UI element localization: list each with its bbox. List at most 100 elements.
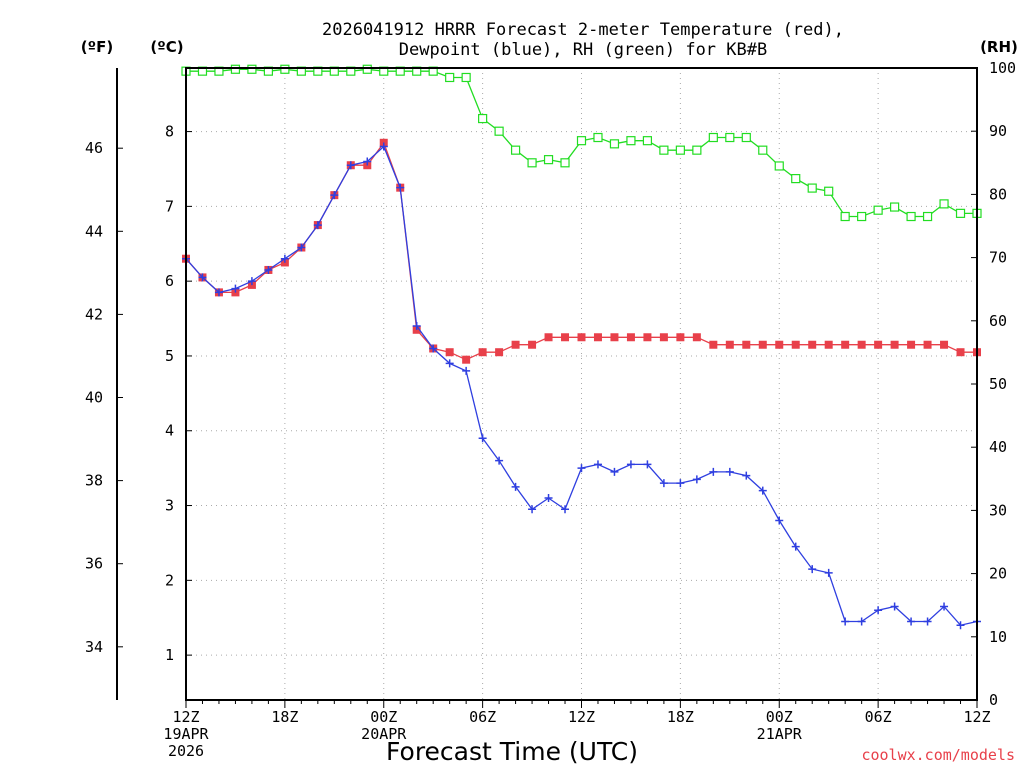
fahrenheit-tick-label: 42 (85, 305, 103, 323)
rh-point (609, 139, 620, 149)
rh-point (659, 145, 669, 155)
celsius-tick-label: 8 (165, 123, 174, 141)
fahrenheit-tick-label: 38 (85, 472, 103, 490)
dewpoint-point (758, 486, 767, 495)
x-tick-label: 2026 (168, 742, 204, 760)
rh-point (461, 72, 471, 83)
dewpoint-point (808, 565, 817, 574)
x-tick-label: 00Z (766, 708, 793, 726)
dewpoint-point (478, 434, 487, 443)
celsius-tick-label: 6 (165, 272, 174, 290)
rh-point (576, 136, 587, 146)
dewpoint-point (676, 479, 685, 488)
dewpoint-point (412, 322, 421, 331)
rh-point (560, 158, 570, 168)
dewpoint-point (824, 568, 833, 577)
dewpoint-point (462, 366, 471, 375)
rh-point (758, 145, 768, 155)
temperature-point (857, 340, 866, 349)
temperature-point (890, 340, 899, 349)
rh-point (543, 155, 554, 165)
temperature-point (478, 348, 487, 357)
rh-tick-label: 70 (989, 249, 1007, 267)
rh-point (626, 136, 636, 146)
rh-point (725, 132, 735, 143)
temperature-point (841, 340, 850, 349)
dewpoint-point (610, 467, 619, 476)
dewpoint-point (956, 621, 965, 630)
celsius-tick-label: 1 (165, 646, 174, 664)
dewpoint-point (396, 183, 405, 192)
dewpoint-point (577, 464, 586, 473)
temperature-point (692, 333, 701, 342)
rh-tick-label: 30 (989, 501, 1007, 519)
x-tick-label: 00Z (370, 708, 397, 726)
dewpoint-point (264, 265, 273, 274)
temperature-point (495, 348, 504, 357)
chart-subtitle: Dewpoint (blue), RH (green) for KB#B (399, 40, 767, 60)
x-tick-label: 12Z (568, 708, 595, 726)
dewpoint-point (511, 482, 520, 491)
rh-point (906, 211, 916, 222)
temperature-point (561, 333, 570, 342)
dewpoint-point (791, 542, 800, 551)
temperature-point (791, 340, 800, 349)
x-tick-label: 21APR (757, 725, 803, 743)
rh-tick-label: 90 (989, 122, 1007, 140)
rh-point (741, 132, 751, 143)
dewpoint-point (775, 516, 784, 525)
rh-tick-label: 80 (989, 185, 1007, 203)
temperature-point (824, 340, 833, 349)
rh-point (807, 183, 817, 193)
fahrenheit-tick-label: 40 (85, 389, 103, 407)
fahrenheit-unit-label: (ºF) (81, 38, 113, 56)
temperature-point (725, 340, 734, 349)
rh-tick-label: 20 (989, 565, 1007, 583)
celsius-unit-label: (ºC) (150, 38, 183, 56)
dewpoint-point (857, 617, 866, 626)
rh-point (494, 126, 504, 136)
rh-point (445, 72, 455, 83)
temperature-point (676, 333, 685, 342)
temperature-point (528, 340, 537, 349)
rh-point (890, 202, 900, 212)
dewpoint-point (659, 479, 668, 488)
rh-point (824, 186, 834, 196)
x-tick-label: 06Z (469, 708, 496, 726)
rh-point (692, 145, 702, 155)
axes: 3436384042444612345678010203040506070809… (85, 59, 1016, 760)
dewpoint-point (495, 456, 504, 465)
x-axis-label: Forecast Time (UTC) (386, 737, 638, 766)
celsius-tick-label: 7 (165, 197, 174, 215)
dewpoint-point (445, 359, 454, 368)
rh-tick-label: 50 (989, 375, 1007, 393)
dewpoint-point (528, 505, 537, 514)
rh-point (873, 205, 883, 215)
temperature-point (643, 333, 652, 342)
dewpoint-point (247, 277, 256, 286)
temperature-point (659, 333, 668, 342)
celsius-tick-label: 4 (165, 422, 174, 440)
temperature-point (445, 348, 454, 357)
dewpoint-point (379, 142, 388, 151)
x-tick-label: 12Z (963, 708, 990, 726)
temperature-point (544, 333, 553, 342)
temperature-point (874, 340, 883, 349)
rh-point (280, 64, 290, 74)
dewpoint-point (692, 475, 701, 484)
rh-point (939, 199, 949, 209)
dewpoint-point (313, 221, 322, 230)
rh-tick-label: 10 (989, 628, 1007, 646)
rh-point (857, 211, 867, 222)
credit-text: coolwx.com/models (861, 746, 1015, 764)
series-layer (181, 64, 982, 630)
temperature-point (907, 340, 916, 349)
temperature-point (511, 340, 520, 349)
dewpoint-point (363, 157, 372, 166)
x-tick-label: 19APR (163, 725, 209, 743)
dewpoint-point (214, 288, 223, 297)
rh-tick-label: 0 (989, 691, 998, 709)
dewpoint-point (198, 273, 207, 282)
celsius-tick-label: 3 (165, 497, 174, 515)
